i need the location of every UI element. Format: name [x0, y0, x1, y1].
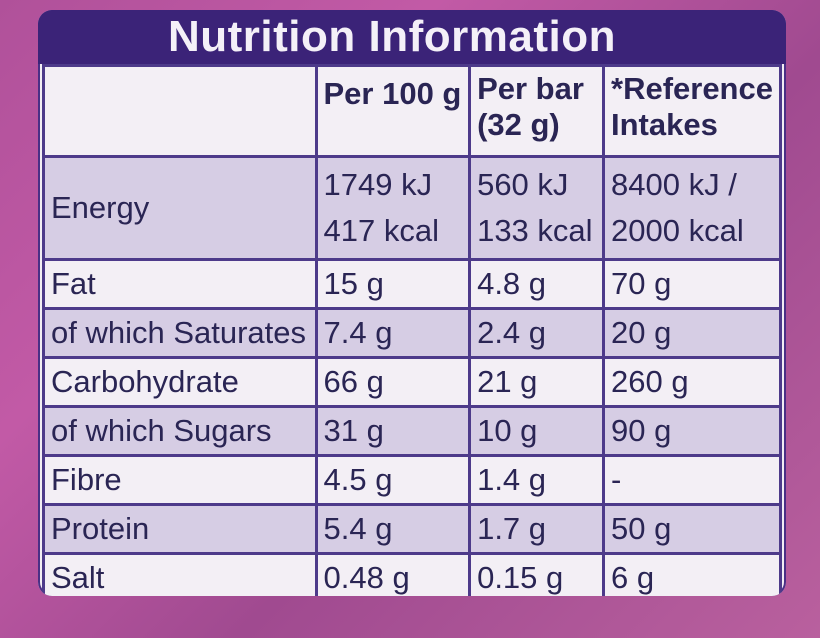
row-perbar: 21 g — [468, 356, 605, 408]
row-ri: 6 g — [602, 552, 782, 596]
row-perbar: 0.15 g — [468, 552, 605, 596]
header-ri: *Reference Intakes — [602, 64, 782, 158]
row-per100: 15 g — [314, 258, 472, 310]
nutrition-header: Nutrition Information — [38, 10, 786, 64]
energy-per100-kj: 1749 kJ — [323, 167, 433, 202]
header-per100: Per 100 g — [314, 64, 472, 158]
table-row: Carbohydrate 66 g 21 g 260 g — [42, 356, 782, 408]
header-ri-line2: Intakes — [611, 107, 718, 142]
nutrition-table: Per 100 g Per bar (32 g) *Reference Inta… — [42, 64, 782, 596]
row-per100: 66 g — [314, 356, 472, 408]
row-ri: 20 g — [602, 307, 782, 359]
row-label: of which Sugars — [42, 405, 318, 457]
energy-perbar-kcal: 133 kcal — [477, 213, 593, 248]
row-label: Protein — [42, 503, 318, 555]
row-ri: - — [602, 454, 782, 506]
row-perbar: 4.8 g — [468, 258, 605, 310]
row-perbar: 1.7 g — [468, 503, 605, 555]
table-row: Fat 15 g 4.8 g 70 g — [42, 258, 782, 310]
header-perbar-line2: (32 g) — [477, 107, 560, 142]
table-row: Fibre 4.5 g 1.4 g - — [42, 454, 782, 506]
row-per100: 31 g — [314, 405, 472, 457]
row-label: Carbohydrate — [42, 356, 318, 408]
table-row: of which Sugars 31 g 10 g 90 g — [42, 405, 782, 457]
header-perbar-line1: Per bar — [477, 71, 584, 106]
nutrition-title: Nutrition Information — [168, 12, 616, 61]
table-row: Protein 5.4 g 1.7 g 50 g — [42, 503, 782, 555]
nutrition-panel: Nutrition Information Per 100 g Per bar … — [38, 10, 786, 596]
row-ri: 50 g — [602, 503, 782, 555]
energy-per100: 1749 kJ 417 kcal — [314, 155, 472, 261]
row-ri: 260 g — [602, 356, 782, 408]
header-empty-cell — [42, 64, 318, 158]
header-per100-line: Per 100 g — [323, 76, 462, 111]
energy-per100-kcal: 417 kcal — [323, 213, 439, 248]
row-label: Salt — [42, 552, 318, 596]
row-perbar: 1.4 g — [468, 454, 605, 506]
energy-ri-kj: 8400 kJ / — [611, 167, 737, 202]
row-label: Fat — [42, 258, 318, 310]
energy-label: Energy — [42, 155, 318, 261]
row-per100: 7.4 g — [314, 307, 472, 359]
row-label: Fibre — [42, 454, 318, 506]
row-ri: 70 g — [602, 258, 782, 310]
energy-ri-kcal: 2000 kcal — [611, 213, 744, 248]
row-per100: 4.5 g — [314, 454, 472, 506]
row-perbar: 2.4 g — [468, 307, 605, 359]
row-label: of which Saturates — [42, 307, 318, 359]
header-perbar: Per bar (32 g) — [468, 64, 605, 158]
header-ri-line1: *Reference — [611, 71, 773, 106]
energy-perbar-kj: 560 kJ — [477, 167, 569, 202]
table-row: Salt 0.48 g 0.15 g 6 g — [42, 552, 782, 596]
row-per100: 0.48 g — [314, 552, 472, 596]
table-row: of which Saturates 7.4 g 2.4 g 20 g — [42, 307, 782, 359]
row-per100: 5.4 g — [314, 503, 472, 555]
row-perbar: 10 g — [468, 405, 605, 457]
energy-row: Energy 1749 kJ 417 kcal 560 kJ 133 kcal … — [42, 155, 782, 261]
header-row: Per 100 g Per bar (32 g) *Reference Inta… — [42, 64, 782, 158]
energy-perbar: 560 kJ 133 kcal — [468, 155, 605, 261]
row-ri: 90 g — [602, 405, 782, 457]
energy-ri: 8400 kJ / 2000 kcal — [602, 155, 782, 261]
